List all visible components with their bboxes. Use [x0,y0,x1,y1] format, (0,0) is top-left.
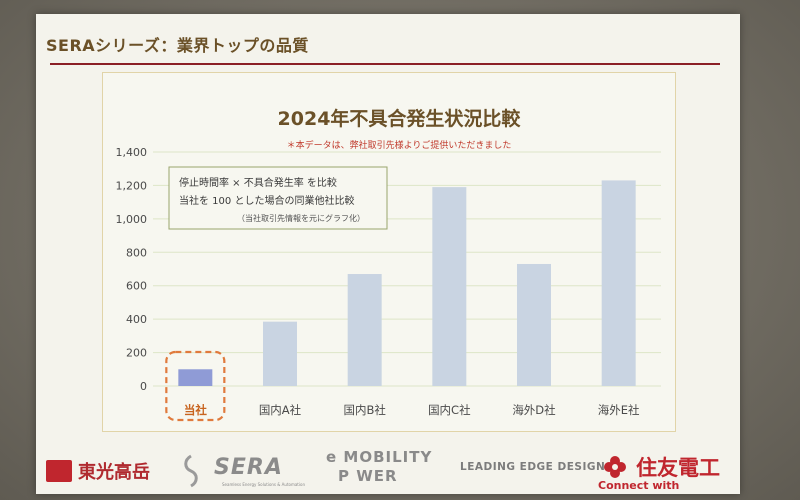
y-tick-label: 600 [126,280,147,293]
x-category-label: 当社 [184,403,207,417]
chart-subtitle: ＊本データは、弊社取引先様よりご提供いただきました [287,139,512,151]
x-category-label: 国内B社 [343,403,386,417]
leading-edge-design-logo: LEADING EDGE DESIGN [460,461,606,473]
x-category-label: 国内A社 [259,403,302,417]
bar [263,321,297,386]
sera-logo-subtitle: Seamless Energy Solutions & Automation [222,482,305,487]
y-tick-label: 1,000 [116,213,148,226]
annotation-box [168,166,388,230]
sumitomo-flower-icon [604,456,626,478]
emobility-power-logo: e MOBILITY P WER [326,448,432,486]
bar [432,187,467,386]
sumitomo-tagline: Connect with Innovation [598,479,680,494]
y-tick-label: 400 [126,313,147,326]
emobility-line2: P WER [338,467,398,485]
y-tick-label: 0 [140,380,147,393]
y-tick-label: 800 [126,246,147,259]
toko-logo-icon [46,460,72,482]
emobility-line1: e MOBILITY [326,448,433,466]
header-divider [50,63,720,65]
sumitomo-logo-text: 住友電工 [636,456,720,480]
chart-frame: 2024年不具合発生状況比較 ＊本データは、弊社取引先様よりご提供いただきました 0… [102,72,676,432]
annotation-line1: 停止時間率 × 不具合発生率 を比較 [179,176,337,189]
bar [347,274,382,386]
y-tick-label: 200 [126,347,147,360]
chart-title: 2024年不具合発生状況比較 [278,107,522,130]
x-category-label: 国内C社 [428,403,471,417]
sera-logo-text: SERA [214,455,283,480]
sera-swirl-icon [184,454,198,488]
y-tick-label: 1,400 [116,146,148,159]
presentation-slide: SERAシリーズ：業界トップの品質 2024年不具合発生状況比較 ＊本データは、弊… [36,14,740,494]
annotation-line2: 当社を 100 とした場合の同業他社比較 [179,194,354,207]
highlight-box [165,350,226,422]
x-category-label: 海外E社 [598,403,640,417]
bar [178,369,213,386]
bar [517,263,551,386]
annotation-note: （当社取引先情報を元にグラフ化） [237,213,365,223]
x-category-label: 海外D社 [512,403,556,417]
y-tick-label: 1,200 [116,179,148,192]
bar-chart: 2024年不具合発生状況比較 ＊本データは、弊社取引先様よりご提供いただきました 0… [116,107,661,422]
bar [601,180,636,386]
toko-logo-text: 東光高岳 [78,462,150,483]
slide-header: SERAシリーズ：業界トップの品質 [46,36,309,55]
